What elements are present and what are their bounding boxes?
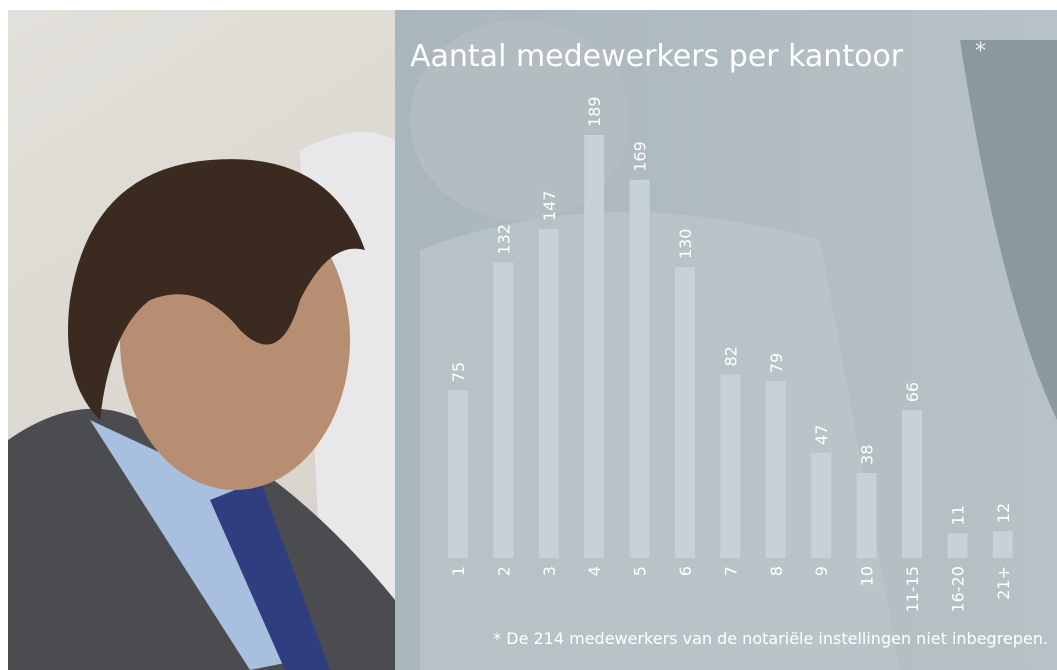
x-tick-label: 5 [631, 566, 650, 576]
x-tick-label: 8 [767, 566, 786, 576]
value-label: 66 [903, 382, 922, 402]
x-tick-label: 9 [812, 566, 831, 576]
bar [902, 410, 922, 558]
x-tick-label: 10 [858, 566, 877, 586]
value-label: 11 [948, 505, 967, 525]
value-label: 147 [540, 190, 559, 221]
x-tick-label: 3 [540, 566, 559, 576]
x-tick-label: 21+ [994, 566, 1013, 600]
chart-title: Aantal medewerkers per kantoor [410, 39, 904, 74]
x-tick-label: 2 [494, 566, 513, 576]
bar [630, 180, 650, 558]
x-tick-label: 4 [585, 566, 604, 576]
chart: Aantal medewerkers per kantoor * * De 21… [0, 0, 1057, 670]
x-tick-label: 16-20 [948, 566, 967, 613]
bar [947, 533, 967, 558]
bar [720, 374, 740, 558]
value-label: 12 [994, 503, 1013, 523]
value-label: 79 [767, 353, 786, 373]
value-label: 132 [494, 224, 513, 255]
value-label: 189 [585, 96, 604, 127]
x-tick-label: 7 [721, 566, 740, 576]
value-label: 130 [676, 229, 695, 260]
x-tick-label: 6 [676, 566, 695, 576]
footnote: * De 214 medewerkers van de notariële in… [493, 629, 1048, 648]
bar [857, 473, 877, 558]
value-label: 169 [631, 141, 650, 172]
value-label: 82 [721, 346, 740, 366]
title-marker: * [975, 39, 986, 64]
value-label: 38 [858, 445, 877, 465]
bar [584, 135, 604, 558]
bar [675, 267, 695, 558]
bar [993, 531, 1013, 558]
bar [766, 381, 786, 558]
bar [493, 263, 513, 558]
x-tick-label: 1 [449, 566, 468, 576]
background-photo [8, 10, 1057, 670]
x-tick-label: 11-15 [903, 566, 922, 613]
bar [448, 390, 468, 558]
bar [539, 229, 559, 558]
bar [811, 453, 831, 558]
value-label: 75 [449, 362, 468, 382]
value-label: 47 [812, 424, 831, 444]
